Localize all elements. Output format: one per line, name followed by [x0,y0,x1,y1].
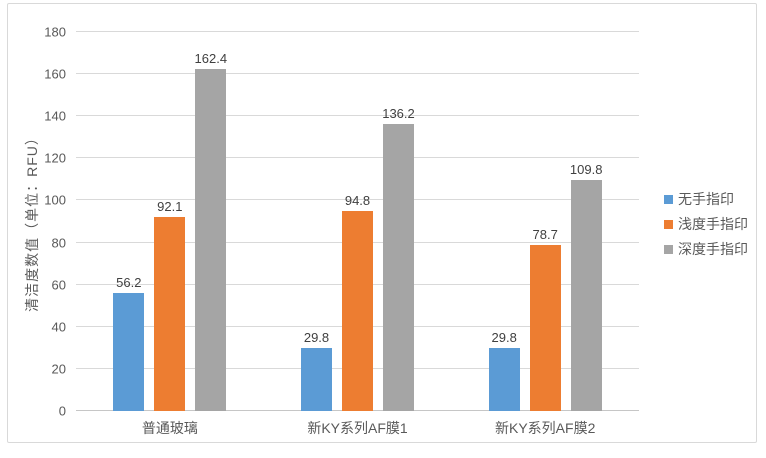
bar-value-label: 29.8 [491,330,517,346]
chart: 清洁度数值（单位：RFU） 0 20 40 60 80 100 120 140 160 180 5… [7,3,757,443]
bar-no-fingerprint: 29.8 [301,331,332,411]
y-tick-label: 40 [51,319,66,335]
gridline [76,115,639,117]
y-tick-label: 120 [44,150,66,166]
y-tick-label: 0 [58,403,66,419]
legend: 无手指印浅度手指印深度手指印 [664,191,748,266]
x-category-label: 新KY系列AF膜1 [307,420,408,436]
bar-value-label: 29.8 [303,330,330,346]
x-axis-labels: 普通玻璃 新KY系列AF膜1 新KY系列AF膜2 [76,418,639,438]
bar-no-fingerprint: 56.2 [113,276,145,411]
plot-area: 56.2 92.1 162.4 29.8 94.8 136.2 29.8 78.7 109.8 [76,31,639,411]
bar-value-label: 136.2 [382,106,415,122]
bar-deep-fingerprint: 162.4 [195,52,227,411]
bar-light-fingerprint: 92.1 [154,200,186,411]
y-tick-label: 180 [44,24,66,40]
bar-value-label: 94.8 [344,193,371,209]
bar-value-label: 56.2 [116,274,142,290]
bar-group: 29.8 78.7 109.8 [451,32,639,411]
legend-swatch-icon [664,219,673,229]
bar-value-label: 109.8 [569,161,603,177]
legend-label: 深度手指印 [678,241,748,257]
legend-item-deep-fingerprint: 深度手指印 [664,241,748,257]
gridline [76,31,639,32]
y-tick-label: 100 [44,192,66,208]
legend-swatch-icon [664,244,673,254]
y-tick-label: 80 [51,235,66,251]
bar-group: 56.2 92.1 162.4 [76,32,264,411]
y-tick-label: 160 [44,66,66,82]
bar-value-label: 78.7 [532,227,558,243]
x-category-label: 新KY系列AF膜2 [495,420,596,436]
bar-value-label: 92.1 [157,199,183,215]
bar-group: 29.8 94.8 136.2 [264,32,452,411]
legend-item-no-fingerprint: 无手指印 [664,191,748,207]
bar-light-fingerprint: 94.8 [342,194,373,411]
bars-layer: 56.2 92.1 162.4 29.8 94.8 136.2 29.8 78.7 109.8 [76,32,639,411]
legend-swatch-icon [664,194,673,204]
legend-label: 浅度手指印 [678,216,748,232]
bar-value-label: 162.4 [194,51,228,67]
gridline [76,199,639,201]
bar-deep-fingerprint: 109.8 [570,163,602,411]
y-axis-tick-labels: 0 20 40 60 80 100 120 140 160 180 [8,26,66,418]
bar-no-fingerprint: 29.8 [488,331,520,411]
legend-item-light-fingerprint: 浅度手指印 [664,216,748,232]
legend-label: 无手指印 [678,191,734,207]
y-tick-label: 20 [51,361,66,377]
y-tick-label: 140 [44,108,66,124]
x-category-label: 普通玻璃 [141,420,198,436]
gridline [76,73,639,75]
bar-light-fingerprint: 78.7 [529,228,561,411]
y-tick-label: 60 [51,277,66,293]
bar-deep-fingerprint: 136.2 [382,107,415,411]
gridline [76,157,639,159]
